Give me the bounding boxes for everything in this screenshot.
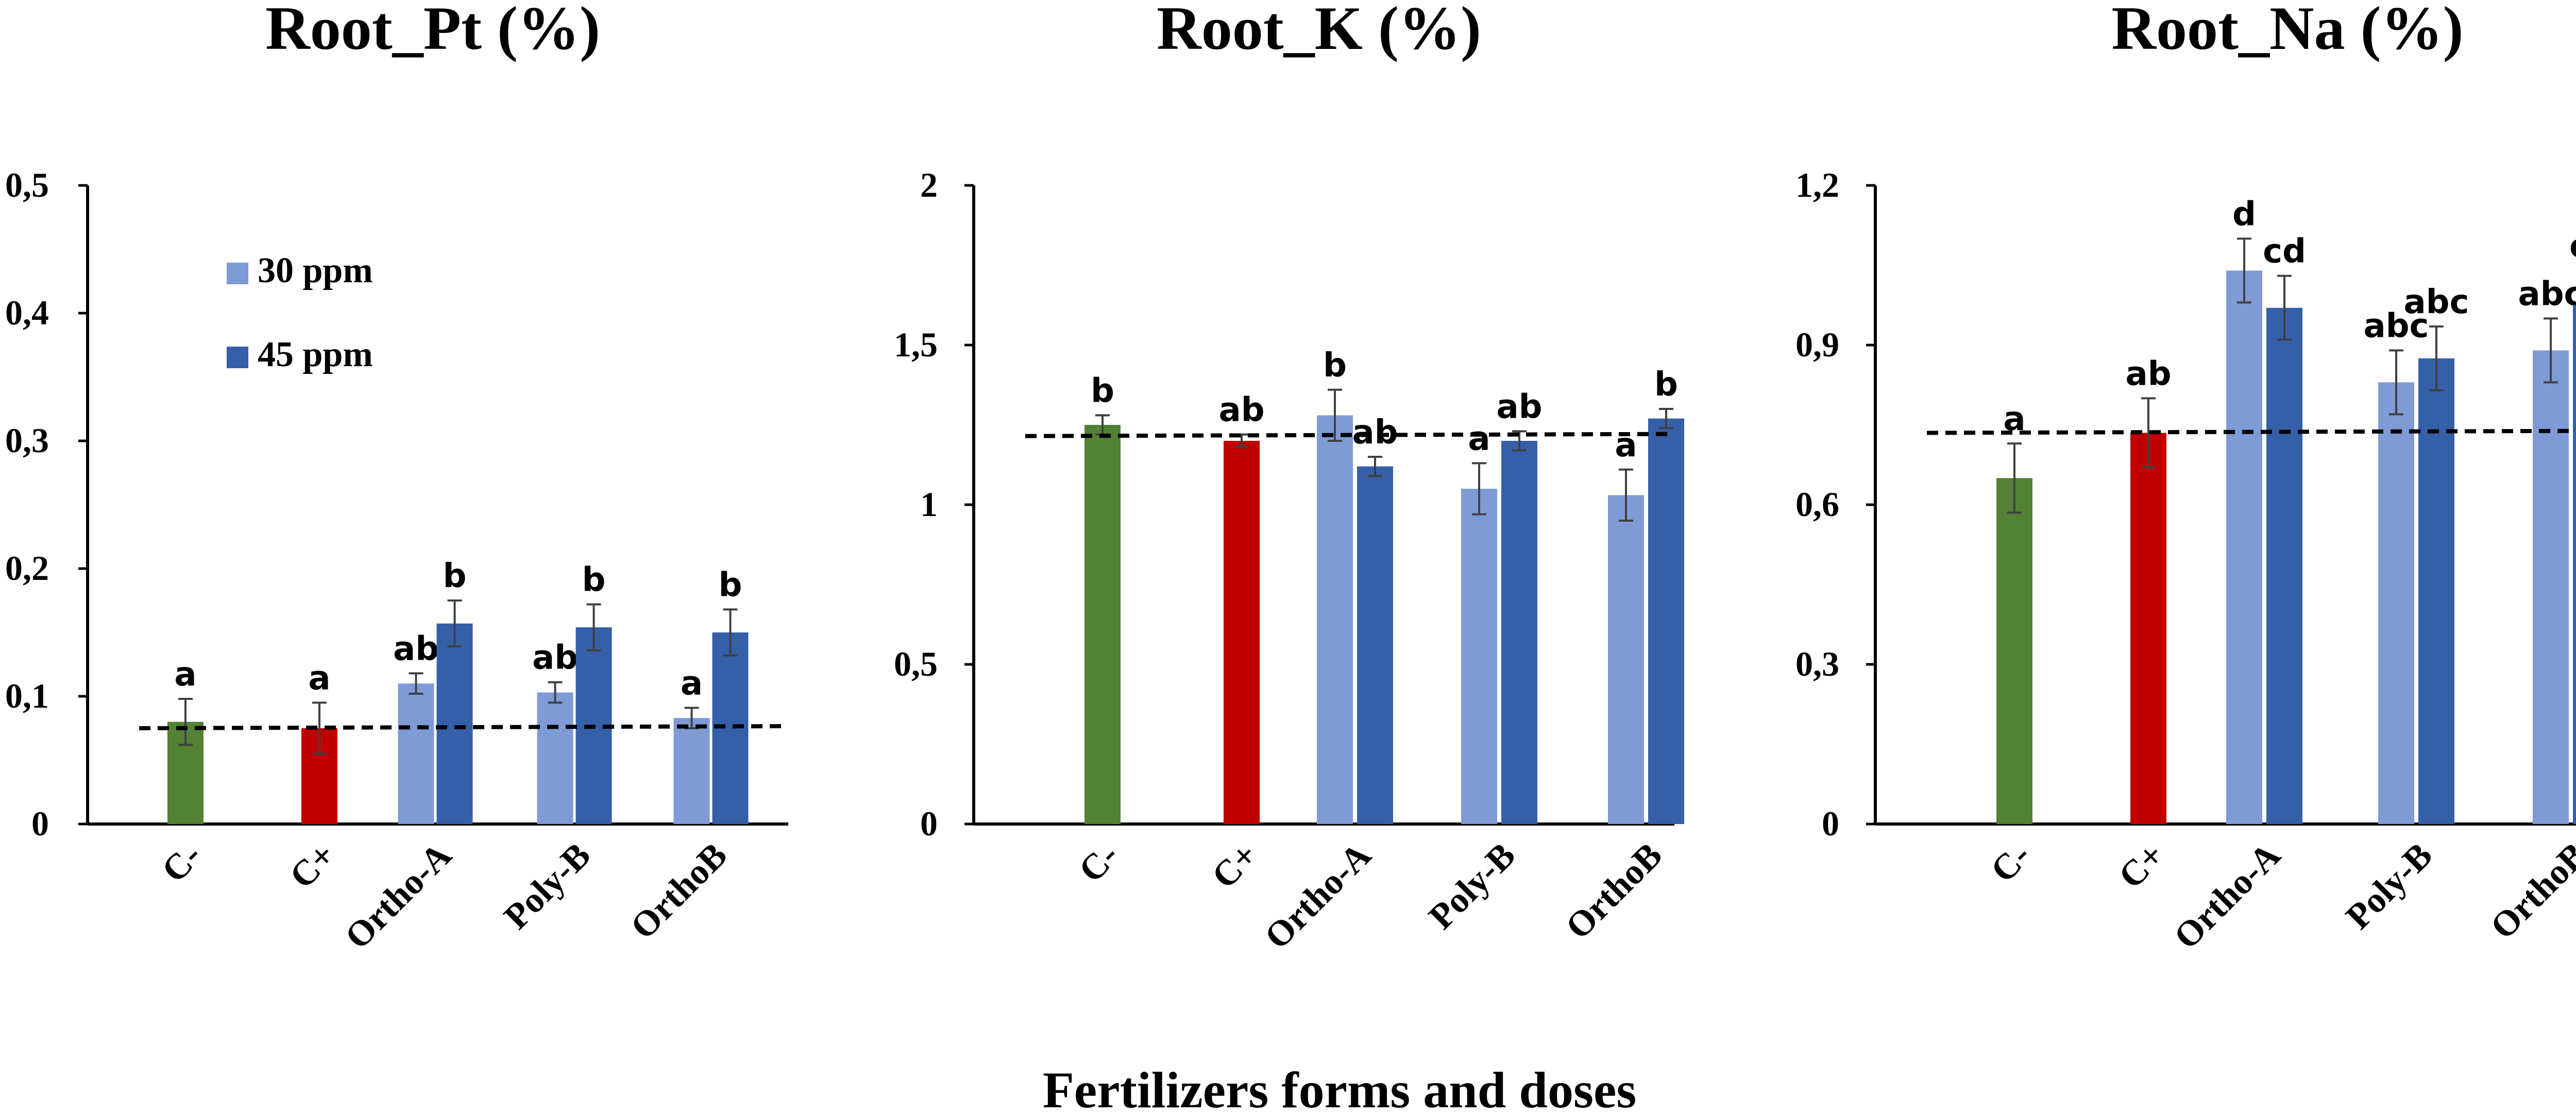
x-tick-label: Poly-B bbox=[2338, 835, 2440, 937]
x-tick-label: OrthoB bbox=[2483, 835, 2576, 947]
significance-label: b bbox=[1323, 347, 1347, 385]
bar bbox=[2533, 350, 2569, 824]
bar bbox=[436, 623, 473, 824]
x-tick-label: C- bbox=[1984, 835, 2039, 890]
significance-label: a bbox=[308, 659, 330, 697]
bar bbox=[1357, 466, 1393, 824]
bar bbox=[1461, 489, 1497, 824]
legend-label: 45 ppm bbox=[258, 335, 373, 374]
x-tick-label: C+ bbox=[2111, 835, 2172, 896]
chart-title: Root_Pt (%) bbox=[265, 0, 600, 62]
bar bbox=[2378, 382, 2414, 824]
significance-label: b bbox=[443, 557, 467, 595]
bar bbox=[1501, 441, 1537, 824]
x-tick-label: C+ bbox=[282, 835, 343, 896]
y-tick-label: 0 bbox=[31, 804, 49, 843]
bar bbox=[1224, 441, 1260, 824]
x-tick-label: C- bbox=[1072, 835, 1127, 890]
bar bbox=[2573, 305, 2576, 824]
x-axis-title: Fertilizers forms and doses bbox=[1043, 1061, 1637, 1115]
x-tick-label: OrthoB bbox=[623, 835, 735, 947]
significance-label: ab bbox=[2126, 355, 2172, 393]
legend-swatch bbox=[227, 347, 248, 368]
y-tick-label: 0,5 bbox=[5, 165, 49, 204]
significance-label: a bbox=[681, 664, 703, 702]
bar bbox=[2130, 433, 2166, 824]
chart-title: Root_K (%) bbox=[1157, 0, 1481, 62]
x-tick-label: C+ bbox=[1205, 835, 1265, 896]
significance-label: a bbox=[174, 656, 196, 694]
significance-label: cd bbox=[2263, 233, 2306, 271]
y-tick-label: 0,4 bbox=[5, 293, 49, 332]
significance-label: b bbox=[1091, 372, 1114, 410]
bar bbox=[2266, 307, 2302, 824]
y-tick-label: 0,1 bbox=[5, 676, 49, 715]
x-tick-label: C- bbox=[155, 835, 210, 890]
x-tick-label: Poly-B bbox=[1421, 835, 1523, 937]
y-tick-label: 1,2 bbox=[1795, 165, 1839, 204]
x-tick-label: OrthoB bbox=[1558, 835, 1670, 947]
significance-label: b bbox=[1654, 366, 1678, 404]
reference-line bbox=[1025, 432, 1670, 438]
y-tick-label: 1,5 bbox=[894, 325, 938, 364]
bar bbox=[673, 718, 710, 824]
y-tick-label: 1 bbox=[920, 485, 938, 524]
y-tick-label: 0,3 bbox=[5, 421, 49, 460]
y-tick-label: 0,2 bbox=[5, 548, 49, 588]
y-tick-label: 0,5 bbox=[894, 644, 938, 683]
bar bbox=[1317, 415, 1353, 824]
y-tick-label: 0,3 bbox=[1795, 644, 1839, 683]
significance-label: abc bbox=[2364, 307, 2429, 345]
reference-line bbox=[1926, 428, 2576, 435]
bar bbox=[1996, 478, 2032, 824]
legend-swatch bbox=[227, 263, 248, 284]
y-tick-label: 0,9 bbox=[1795, 325, 1839, 364]
significance-label: ab bbox=[1497, 388, 1543, 426]
bar bbox=[1084, 425, 1121, 824]
significance-label: ab bbox=[1352, 414, 1398, 452]
y-tick-label: 2 bbox=[920, 165, 938, 204]
significance-label: b bbox=[719, 566, 742, 604]
significance-label: ab bbox=[1219, 391, 1265, 430]
y-tick-label: 0 bbox=[1822, 804, 1839, 843]
x-tick-label: Ortho-A bbox=[1257, 835, 1379, 957]
significance-label: cd bbox=[2569, 227, 2576, 265]
bar bbox=[537, 692, 573, 824]
significance-label: abc bbox=[2404, 283, 2469, 321]
x-tick-label: Poly-B bbox=[497, 835, 598, 937]
significance-label: abc bbox=[2518, 275, 2576, 313]
significance-label: ab bbox=[532, 639, 578, 677]
legend-label: 30 ppm bbox=[258, 251, 373, 290]
legend: 30 ppm 45 ppm bbox=[227, 251, 373, 374]
bar bbox=[2226, 270, 2262, 825]
reference-line bbox=[139, 724, 784, 730]
bar bbox=[2418, 358, 2454, 824]
bar bbox=[398, 683, 434, 824]
significance-label: a bbox=[1468, 420, 1490, 458]
x-tick-label: Ortho-A bbox=[2166, 835, 2288, 957]
significance-label: a bbox=[1615, 426, 1637, 465]
significance-label: ab bbox=[393, 630, 439, 668]
x-tick-label: Ortho-A bbox=[337, 835, 459, 957]
y-tick-label: 0,6 bbox=[1795, 485, 1839, 524]
significance-label: d bbox=[2232, 195, 2256, 233]
y-tick-label: 0 bbox=[920, 804, 938, 843]
bar bbox=[1648, 418, 1684, 824]
bar bbox=[1608, 495, 1644, 824]
chart-title: Root_Na (%) bbox=[2111, 0, 2463, 62]
significance-label: b bbox=[582, 561, 606, 599]
